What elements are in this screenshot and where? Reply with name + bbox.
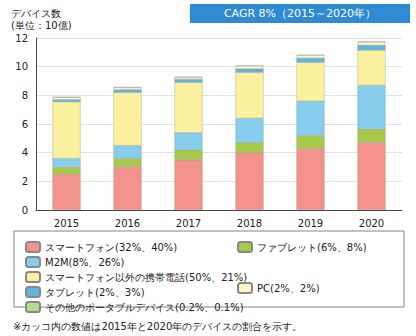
svg-text:0: 0 xyxy=(22,205,28,216)
svg-text:6: 6 xyxy=(22,119,28,130)
svg-text:タブレット(2%、3%): タブレット(2%、3%) xyxy=(45,287,145,298)
svg-text:PC(2%、2%): PC(2%、2%) xyxy=(257,283,320,294)
svg-text:M2M(8%、26%): M2M(8%、26%) xyxy=(45,257,125,268)
svg-text:2019: 2019 xyxy=(298,218,323,229)
svg-text:スマートフォン(32%、40%): スマートフォン(32%、40%) xyxy=(45,242,177,253)
svg-text:2016: 2016 xyxy=(115,218,140,229)
svg-text:CAGR 8%（2015～2020年）: CAGR 8%（2015～2020年） xyxy=(224,7,376,20)
svg-text:(単位：10億): (単位：10億) xyxy=(11,20,72,31)
svg-text:デバイス数: デバイス数 xyxy=(11,8,61,19)
svg-text:2018: 2018 xyxy=(237,218,262,229)
svg-text:2017: 2017 xyxy=(176,218,201,229)
svg-text:2: 2 xyxy=(22,176,28,187)
svg-text:ファブレット(6%、8%): ファブレット(6%、8%) xyxy=(257,242,367,253)
svg-text:4: 4 xyxy=(22,147,28,158)
svg-text:※カッコ内の数値は2015年と2020年のデバイスの割合を示: ※カッコ内の数値は2015年と2020年のデバイスの割合を示す。 xyxy=(13,321,302,332)
svg-text:2020: 2020 xyxy=(359,218,384,229)
svg-text:12: 12 xyxy=(15,33,28,44)
svg-text:2015: 2015 xyxy=(54,218,79,229)
svg-text:10: 10 xyxy=(15,61,28,72)
svg-text:その他のポータブルデバイス(0.2%、0.1%): その他のポータブルデバイス(0.2%、0.1%) xyxy=(45,302,244,313)
svg-text:スマートフォン以外の携帯電話(50%、21%): スマートフォン以外の携帯電話(50%、21%) xyxy=(45,272,247,283)
svg-text:8: 8 xyxy=(22,90,28,101)
